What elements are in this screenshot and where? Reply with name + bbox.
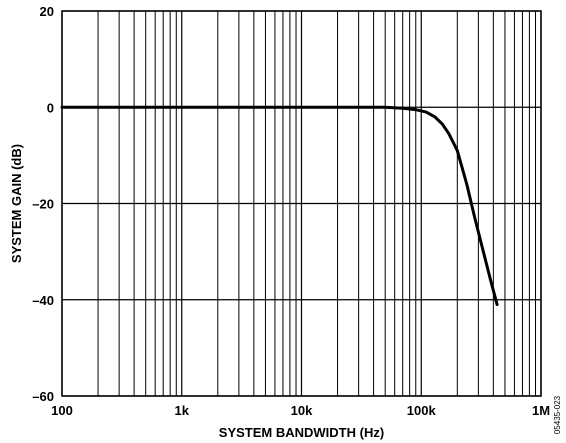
y-tick-label: –40 <box>32 293 54 308</box>
y-tick-label: –60 <box>32 389 54 404</box>
y-tick-label: 0 <box>47 100 54 115</box>
plot-frame <box>61 10 542 397</box>
figure-code: 05435-023 <box>553 395 562 434</box>
y-tick-label: –20 <box>32 197 54 212</box>
x-tick-label: 100 <box>51 403 73 418</box>
y-axis-title: SYSTEM GAIN (dB) <box>9 144 24 263</box>
x-tick-labels: 100 1k 10k 100k 1M <box>51 403 550 418</box>
y-tick-label: 20 <box>40 4 54 19</box>
x-tick-label: 100k <box>407 403 437 418</box>
x-axis-title: SYSTEM BANDWIDTH (Hz) <box>219 425 384 440</box>
y-tick-labels: 20 0 –20 –40 –60 <box>32 4 54 404</box>
x-tick-label: 1M <box>532 403 550 418</box>
x-tick-label: 1k <box>175 403 190 418</box>
series-line <box>60 105 499 307</box>
x-tick-label: 10k <box>291 403 313 418</box>
